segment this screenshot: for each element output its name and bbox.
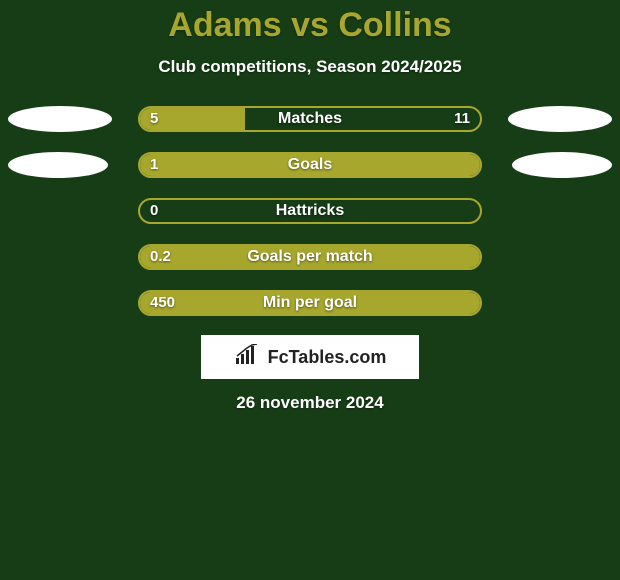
page-title: Adams vs Collins	[0, 0, 620, 45]
stat-bar-track	[138, 106, 482, 132]
player-ellipse-right	[512, 152, 612, 178]
stat-bar-fill	[140, 154, 480, 176]
player-ellipse-right	[508, 106, 612, 132]
player-ellipse-left	[8, 152, 108, 178]
stat-bar-track	[138, 198, 482, 224]
stat-bar-track	[138, 244, 482, 270]
stat-bar-fill	[140, 292, 480, 314]
stat-bar-track	[138, 152, 482, 178]
comparison-card: Adams vs Collins Club competitions, Seas…	[0, 0, 620, 580]
stat-row: Goals1	[0, 151, 620, 179]
stat-row: Min per goal450	[0, 289, 620, 317]
stat-row: Goals per match0.2	[0, 243, 620, 271]
chart-icon	[234, 344, 262, 371]
player-ellipse-left	[8, 106, 112, 132]
logo-text: FcTables.com	[268, 347, 387, 368]
stat-row: Hattricks0	[0, 197, 620, 225]
stat-bar-fill	[140, 108, 245, 130]
stat-bar-track	[138, 290, 482, 316]
stat-bar-fill	[140, 246, 480, 268]
subtitle: Club competitions, Season 2024/2025	[0, 57, 620, 77]
stat-row: Matches511	[0, 105, 620, 133]
logo-box[interactable]: FcTables.com	[201, 335, 419, 379]
stats-rows: Matches511 Goals1 Hattricks0 Goals per matc…	[0, 105, 620, 317]
date-label: 26 november 2024	[0, 393, 620, 413]
